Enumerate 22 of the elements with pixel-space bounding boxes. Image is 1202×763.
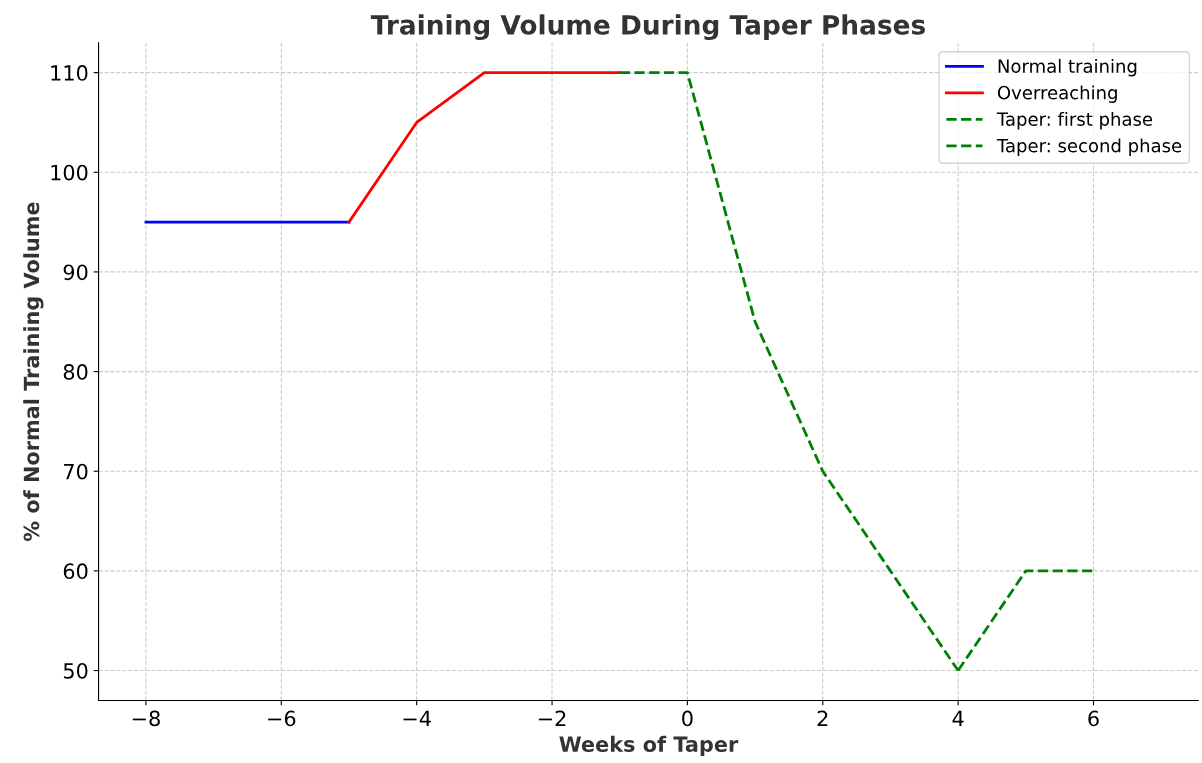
- x-tick-label: −2: [538, 710, 566, 726]
- y-axis-title: % of Normal Training Volume: [23, 202, 44, 542]
- x-tick-label: 6: [1088, 710, 1099, 727]
- legend-label: Taper: first phase: [996, 111, 1153, 130]
- y-tick-label: 70: [64, 463, 88, 480]
- legend-label: Taper: second phase: [996, 138, 1182, 156]
- y-tick-label: 110: [51, 65, 88, 81]
- chart-title: Training Volume During Taper Phases: [370, 14, 925, 41]
- y-tick-label: 50: [63, 662, 88, 679]
- x-tick-label: 0: [682, 710, 693, 727]
- x-tick-label: 4: [952, 710, 964, 726]
- x-tick-label: 2: [817, 710, 828, 726]
- y-tick-label: 100: [51, 164, 88, 181]
- y-tick-label: 90: [63, 264, 88, 281]
- y-tick-label: 80: [63, 364, 88, 380]
- legend-label: Overreaching: [997, 85, 1117, 103]
- x-tick-label: −6: [268, 710, 296, 727]
- x-tick-label: −4: [403, 710, 431, 726]
- legend-label: Normal training: [998, 58, 1137, 77]
- x-tick-label: −8: [132, 710, 160, 727]
- x-axis-title: Weeks of Taper: [559, 735, 739, 757]
- y-tick-label: 60: [63, 563, 88, 580]
